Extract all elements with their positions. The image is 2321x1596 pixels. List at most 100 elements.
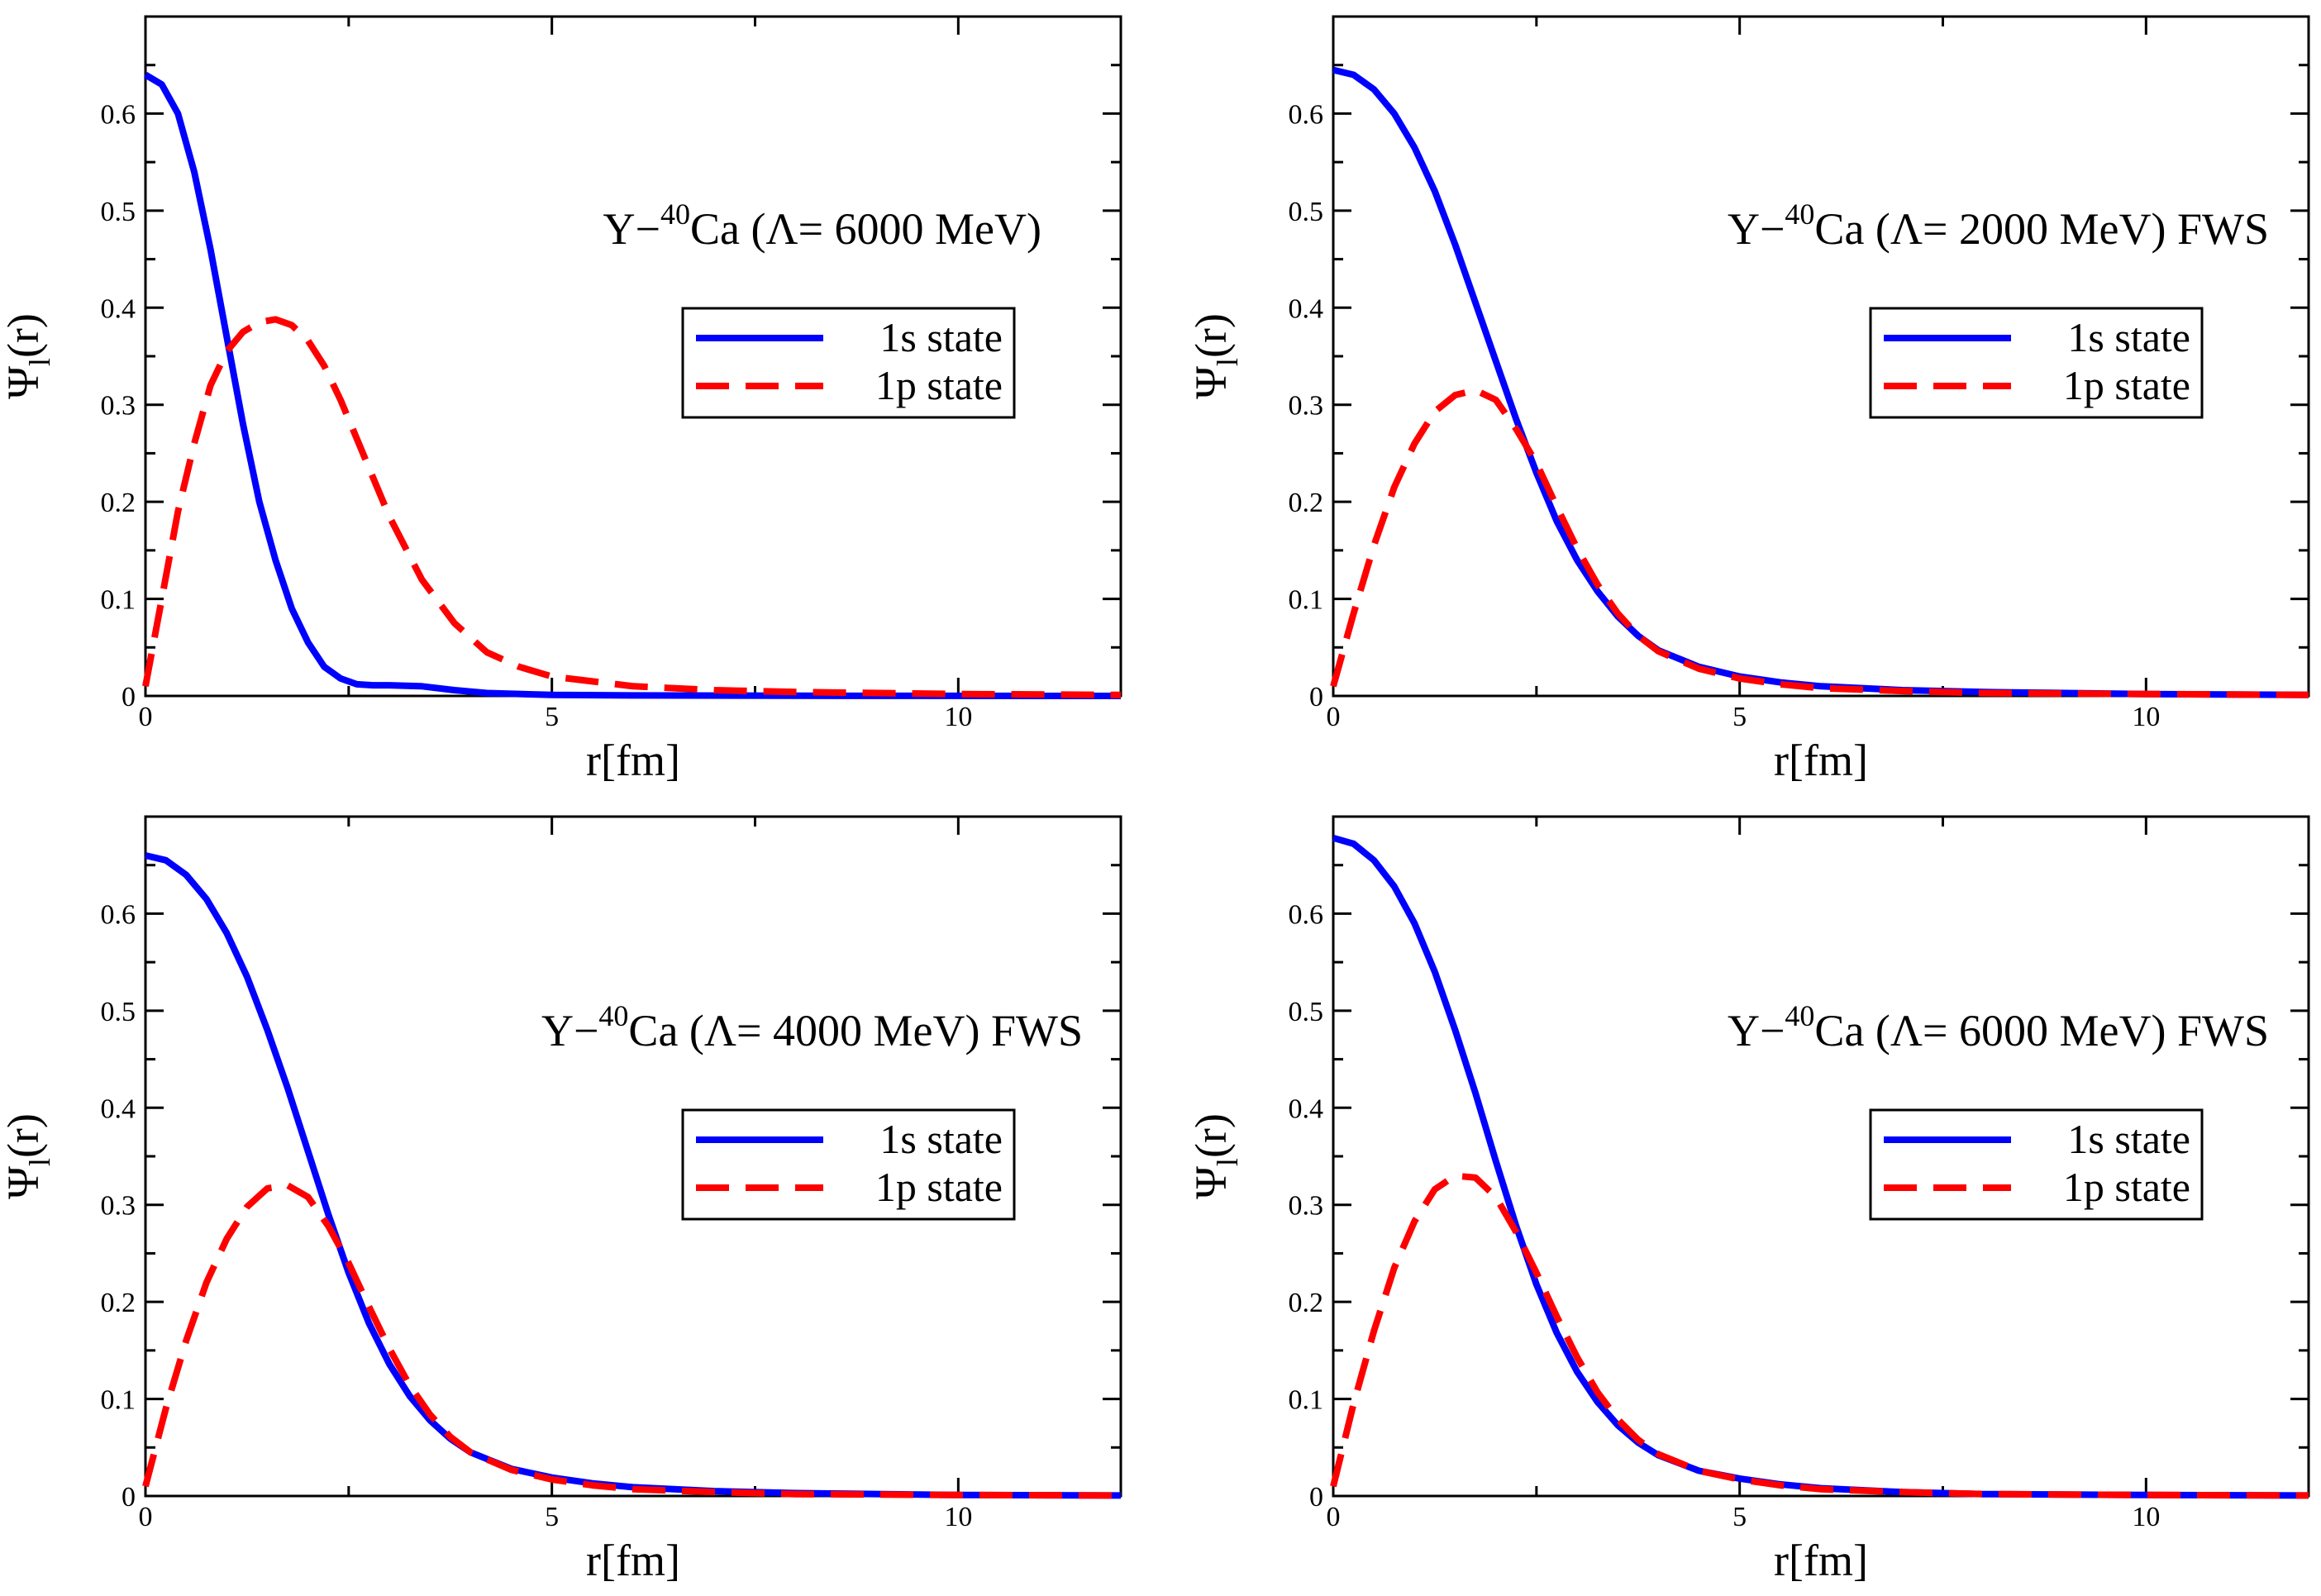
x-tick-label: 10 bbox=[944, 702, 972, 732]
chart-panel-1: 0 5 10 0 0.1 0.2 0.3 0.4 0.5 0.6 r[fm] Ψl(r) Y−40Ca … bbox=[0, 15, 1122, 785]
y-axis-label: Ψl(r) bbox=[1186, 313, 1244, 399]
legend-box bbox=[1869, 1108, 2204, 1221]
plot-title-sup: 40 bbox=[1785, 999, 1814, 1032]
chart-panel-2: 0 5 10 0 0.1 0.2 0.3 0.4 0.5 0.6 r[fm] Ψl(r) Y−40Ca … bbox=[1186, 15, 2310, 785]
legend-item-1p-label: 1p state bbox=[2063, 1164, 2190, 1210]
y-tick-label: 0.1 bbox=[1289, 585, 1324, 616]
x-axis-label: r[fm] bbox=[586, 1536, 680, 1585]
series-line-1s bbox=[143, 72, 1122, 699]
y-tick-label: 0.6 bbox=[101, 99, 136, 130]
series-line-1p bbox=[1330, 1172, 2309, 1499]
legend-item-1p-label: 1p state bbox=[875, 362, 1003, 408]
x-axis-label: r[fm] bbox=[586, 736, 680, 785]
y-tick-label: 0.4 bbox=[1289, 293, 1324, 324]
y-axis-label-sub: l bbox=[1211, 358, 1244, 366]
plot-title-pre: Y− bbox=[1728, 204, 1785, 254]
x-tick-label: 10 bbox=[2132, 702, 2160, 732]
y-tick-label: 0.6 bbox=[1289, 99, 1324, 130]
y-axis-label: Ψl(r) bbox=[0, 313, 56, 399]
legend-item-1p-label: 1p state bbox=[2063, 362, 2190, 408]
series-line-1p bbox=[142, 316, 1122, 698]
y-axis-label-sub: l bbox=[23, 1158, 56, 1166]
y-axis-label-main: Ψ bbox=[0, 366, 48, 399]
plot-title-post: Ca (Λ= 6000 MeV) bbox=[690, 204, 1041, 254]
legend-item-1s-label: 1s state bbox=[879, 314, 1003, 360]
series-line-1s bbox=[1332, 66, 2309, 698]
series-line-1p bbox=[142, 1182, 1122, 1499]
plot-title-post: Ca (Λ= 6000 MeV) FWS bbox=[1814, 1006, 2269, 1055]
x-tick-label: 0 bbox=[139, 1502, 153, 1532]
y-tick-label: 0.3 bbox=[1289, 1191, 1324, 1222]
plot-title-sup: 40 bbox=[660, 198, 690, 231]
chart-panel-3: 0 5 10 0 0.1 0.2 0.3 0.4 0.5 0.6 r[fm] Ψl(r) Y−40Ca … bbox=[0, 815, 1122, 1585]
plot-title-post: Ca (Λ= 4000 MeV) FWS bbox=[628, 1006, 1083, 1055]
y-axis-label-sub: l bbox=[23, 358, 56, 366]
legend-box bbox=[681, 307, 1016, 419]
y-tick-label: 0.3 bbox=[1289, 391, 1324, 422]
y-tick-label: 0.2 bbox=[1289, 488, 1324, 518]
plot-title: Y−40Ca (Λ= 6000 MeV) FWS bbox=[1728, 999, 2269, 1055]
y-axis-label-post: (r) bbox=[0, 313, 48, 358]
y-tick-label: 0.4 bbox=[1289, 1093, 1324, 1124]
x-tick-label: 0 bbox=[1327, 1502, 1341, 1532]
plot-title-pre: Y− bbox=[603, 204, 660, 254]
legend-item-1s-label: 1s state bbox=[2067, 314, 2190, 360]
y-axis-label-sub: l bbox=[1211, 1158, 1244, 1166]
y-tick-label: 0 bbox=[1309, 682, 1323, 712]
x-tick-label: 10 bbox=[2132, 1502, 2160, 1532]
y-axis-label-post: (r) bbox=[1186, 313, 1236, 358]
legend-item-1p-label: 1p state bbox=[875, 1164, 1003, 1210]
y-tick-label: 0.3 bbox=[101, 1191, 136, 1222]
y-tick-label: 0.4 bbox=[101, 293, 136, 324]
plot-title: Y−40Ca (Λ= 6000 MeV) bbox=[603, 198, 1042, 254]
plot-title-sup: 40 bbox=[598, 999, 628, 1032]
y-axis-label-main: Ψ bbox=[1186, 1166, 1236, 1199]
y-tick-label: 0.3 bbox=[101, 391, 136, 422]
y-tick-label: 0.1 bbox=[1289, 1385, 1324, 1416]
y-tick-label: 0 bbox=[1309, 1482, 1323, 1513]
legend-item-1s-label: 1s state bbox=[2067, 1116, 2190, 1162]
y-axis-label: Ψl(r) bbox=[1186, 1113, 1244, 1199]
y-tick-label: 0 bbox=[122, 682, 136, 712]
y-tick-label: 0.6 bbox=[101, 899, 136, 930]
y-tick-label: 0.5 bbox=[1289, 997, 1324, 1027]
y-axis-label-main: Ψ bbox=[0, 1166, 48, 1199]
y-tick-label: 0.5 bbox=[1289, 197, 1324, 227]
x-tick-label: 5 bbox=[545, 1502, 559, 1532]
y-tick-label: 0.5 bbox=[101, 197, 136, 227]
x-axis-label: r[fm] bbox=[1774, 1536, 1868, 1585]
x-axis-label: r[fm] bbox=[1774, 736, 1868, 785]
plot-title: Y−40Ca (Λ= 4000 MeV) FWS bbox=[541, 999, 1083, 1055]
plot-title-pre: Y− bbox=[541, 1006, 598, 1055]
plot-title-post: Ca (Λ= 2000 MeV) FWS bbox=[1814, 204, 2269, 254]
y-axis-label: Ψl(r) bbox=[0, 1113, 56, 1199]
x-tick-label: 10 bbox=[944, 1502, 972, 1532]
y-tick-label: 0.6 bbox=[1289, 899, 1324, 930]
x-tick-label: 5 bbox=[1732, 702, 1747, 732]
legend-box bbox=[681, 1108, 1016, 1221]
x-tick-label: 0 bbox=[139, 702, 153, 732]
y-tick-label: 0.1 bbox=[101, 585, 136, 616]
x-tick-label: 5 bbox=[545, 702, 559, 732]
y-tick-label: 0.2 bbox=[101, 488, 136, 518]
y-tick-label: 0.4 bbox=[101, 1093, 136, 1124]
plot-title-sup: 40 bbox=[1785, 198, 1814, 231]
legend-box bbox=[1869, 307, 2204, 419]
x-tick-label: 5 bbox=[1732, 1502, 1747, 1532]
y-tick-label: 0.1 bbox=[101, 1385, 136, 1416]
y-tick-label: 0 bbox=[122, 1482, 136, 1513]
y-axis-label-main: Ψ bbox=[1186, 366, 1236, 399]
y-tick-label: 0.2 bbox=[1289, 1288, 1324, 1318]
y-axis-label-post: (r) bbox=[1186, 1113, 1236, 1158]
y-tick-label: 0.5 bbox=[101, 997, 136, 1027]
y-tick-label: 0.2 bbox=[101, 1288, 136, 1318]
chart-panel-4: 0 5 10 0 0.1 0.2 0.3 0.4 0.5 0.6 r[fm] Ψl(r) Y−40Ca … bbox=[1186, 815, 2310, 1585]
plot-title: Y−40Ca (Λ= 2000 MeV) FWS bbox=[1728, 198, 2269, 254]
legend-item-1s-label: 1s state bbox=[879, 1116, 1003, 1162]
series-line-1p bbox=[1330, 387, 2309, 698]
